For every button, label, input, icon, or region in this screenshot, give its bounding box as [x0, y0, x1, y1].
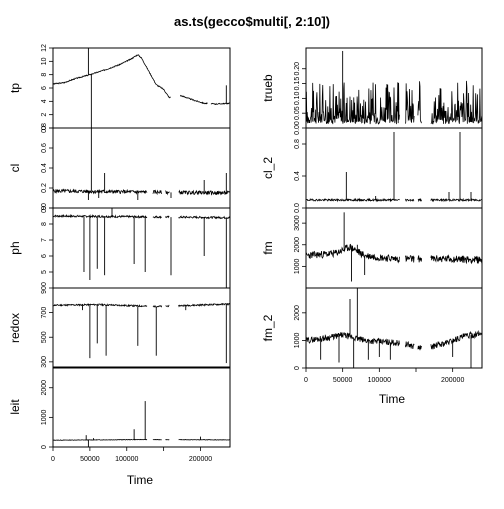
chart-title: as.ts(gecco$multi[, 2:10]) [174, 14, 330, 29]
y-tick-label-ph: 6 [41, 254, 48, 258]
x-tick-label: 200000 [189, 456, 212, 463]
x-tick-label: 200000 [441, 377, 464, 384]
series-label-tp: tp [8, 83, 22, 93]
y-tick-label-cl: 0.0 [41, 203, 48, 213]
y-tick-label-ph: 9 [41, 206, 48, 210]
series-label-fm: fm [261, 241, 275, 254]
y-tick-label-tp: 6 [41, 86, 48, 90]
x-tick-label: 100000 [368, 377, 391, 384]
series-label-fm_2: fm_2 [261, 314, 275, 341]
series-line-trueb [305, 80, 483, 125]
y-tick-label-fm: 2000 [294, 237, 301, 253]
panel-leit: 0 1000 2000 leit [8, 366, 231, 449]
y-tick-label-leit: 1000 [41, 409, 48, 425]
y-tick-label-ph: 5 [41, 270, 48, 274]
panel-trueb: 0.000.050.100.150.20 trueb [261, 47, 483, 135]
panel-ph: 5 6 7 8 9 ph [8, 206, 231, 289]
panel-tp: 0 2 4 6 8 10 12 tp [8, 44, 231, 130]
y-tick-label-cl_2: 0.8 [294, 139, 301, 149]
panels: 0 2 4 6 8 10 12 tp 0.0 0.2 0.4 0.6 0.8 cl 5 6 7 8 9 ph 300 50… [8, 44, 483, 463]
y-tick-label-tp: 8 [41, 73, 48, 77]
panel-frame-fm_2 [305, 287, 483, 369]
y-tick-label-fm_2: 1000 [294, 333, 301, 349]
y-tick-label-cl_2: 0.4 [294, 171, 301, 181]
x-axis-label-right: Time [379, 392, 406, 406]
y-tick-label-fm: 1000 [294, 258, 301, 274]
series-line-cl_2 [305, 197, 483, 203]
panel-cl_2: 0.0 0.4 0.8 cl_2 [261, 127, 483, 213]
y-tick-label-trueb: 0.10 [294, 91, 301, 105]
panel-frame-cl [52, 127, 231, 209]
y-tick-label-fm_2: 2000 [294, 305, 301, 321]
panel-redox: 300 500 700 900 redox [8, 282, 231, 369]
x-tick-label: 50000 [80, 456, 100, 463]
panel-cl: 0.0 0.2 0.4 0.6 0.8 cl [8, 123, 231, 213]
series-label-trueb: trueb [261, 74, 275, 102]
y-tick-label-cl: 0.6 [41, 143, 48, 153]
y-tick-label-ph: 7 [41, 238, 48, 242]
panel-frame-ph [52, 207, 231, 289]
y-tick-label-cl: 0.2 [41, 183, 48, 193]
x-axis-left: 0 50000 100000 200000 [51, 447, 212, 463]
y-tick-label-fm: 3000 [294, 215, 301, 231]
y-tick-label-fm_2: 0 [294, 366, 301, 370]
series-line-tp [52, 54, 231, 105]
y-tick-label-ph: 8 [41, 222, 48, 226]
y-tick-label-leit: 0 [41, 445, 48, 449]
panel-frame-tp [52, 47, 231, 129]
panel-fm: 1000 2000 3000 fm [261, 207, 483, 289]
x-tick-label: 0 [304, 377, 308, 384]
y-tick-label-redox: 500 [41, 331, 48, 343]
y-tick-label-cl: 0.8 [41, 123, 48, 133]
series-label-cl: cl [8, 164, 22, 173]
series-line-cl [52, 188, 231, 196]
x-axis-label-left: Time [127, 473, 154, 487]
y-tick-label-trueb: 0.20 [294, 62, 301, 76]
x-axis-right: 0 50000 100000 200000 [304, 368, 464, 384]
y-tick-label-trueb: 0.00 [294, 121, 301, 135]
y-tick-label-trueb: 0.05 [294, 106, 301, 120]
y-tick-label-redox: 700 [41, 307, 48, 319]
series-line-fm_2 [305, 329, 483, 351]
y-tick-label-tp: 0 [41, 126, 48, 130]
y-tick-label-redox: 900 [41, 282, 48, 294]
series-line-fm [305, 243, 483, 265]
panel-frame-redox [52, 287, 231, 369]
series-line-ph [52, 213, 231, 220]
y-tick-label-cl: 0.4 [41, 163, 48, 173]
y-tick-label-trueb: 0.15 [294, 77, 301, 91]
panel-fm_2: 0 1000 2000 fm_2 [261, 287, 483, 370]
series-label-ph: ph [8, 241, 22, 254]
y-tick-label-tp: 10 [41, 57, 48, 65]
series-label-leit: leit [8, 399, 22, 415]
panel-frame-leit [52, 366, 231, 448]
y-tick-label-tp: 2 [41, 113, 48, 117]
y-tick-label-cl_2: 0.0 [294, 203, 301, 213]
x-tick-label: 50000 [333, 377, 353, 384]
series-line-leit [52, 438, 231, 441]
x-tick-label: 0 [51, 456, 55, 463]
panel-frame-fm [305, 207, 483, 289]
series-label-cl_2: cl_2 [261, 157, 275, 179]
y-tick-label-redox: 300 [41, 356, 48, 368]
series-label-redox: redox [8, 313, 22, 343]
x-tick-label: 100000 [115, 456, 138, 463]
series-line-redox [52, 302, 231, 308]
y-tick-label-tp: 12 [41, 44, 48, 52]
y-tick-label-tp: 4 [41, 99, 48, 103]
y-tick-label-leit: 2000 [41, 380, 48, 396]
